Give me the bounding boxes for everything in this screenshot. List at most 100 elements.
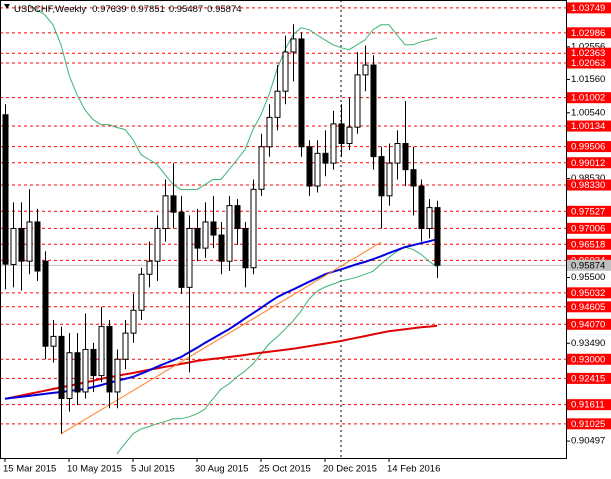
level-label: 0.91025 [567,418,611,430]
menu-icon [4,4,10,9]
candle-body [306,146,313,187]
candle-body [338,123,345,145]
candle-body [114,358,121,393]
level-label-box [567,399,611,411]
level-label-text: 0.99012 [571,158,605,169]
title-symbol: USDCHF,Weekly [14,4,86,15]
candle-body [386,162,393,197]
candle-body [362,64,369,76]
candle-body [2,114,9,265]
candle-body [370,64,377,158]
candle-body [138,273,145,311]
candle-body [322,152,329,164]
candle-body [58,335,65,400]
candle-body [354,74,361,128]
level-label: 0.93000 [567,353,611,365]
y-tick-label: 1.00540 [571,107,605,118]
level-label-box [567,57,611,69]
candle-body [90,348,97,377]
trendline [60,241,382,435]
level-label: 0.96518 [567,238,611,250]
candle-body [282,51,289,92]
level-label-text: 1.03749 [571,3,605,14]
candle-body [66,352,73,400]
candle-body [242,228,249,269]
candle-body [426,207,433,230]
chart-title: USDCHF,Weekly 0.97639 0.97851 0.95487 0.9587… [14,4,242,15]
x-tick-label: 25 Oct 2015 [259,464,311,475]
candle-body [130,309,137,334]
level-label-text: 1.00134 [571,121,605,132]
candle-body [146,260,153,275]
level-label: 1.02063 [567,57,611,69]
candle-body [410,169,417,187]
level-label-box [567,179,611,191]
level-label: 1.02986 [567,27,611,39]
price-axis: 1.02556 1.01560 1.00540 0.98530 0.95500 0.934… [566,2,611,447]
x-tick-label: 20 Dec 2015 [323,464,377,475]
candle-body [202,221,209,249]
candle-body [42,260,49,347]
title-ohlc: 0.95874 [207,4,241,15]
level-label-text: 0.98330 [571,180,605,191]
level-label-box [567,287,611,299]
indicator-line [116,246,438,455]
x-tick-label: 14 Feb 2016 [387,464,440,475]
candle-body [162,195,169,230]
level-label-text: 0.97006 [571,223,605,234]
y-tick-label: 1.02556 [571,41,605,52]
level-label-box [567,92,611,104]
x-tick-label: 30 Aug 2015 [195,464,248,475]
candle-body [98,326,105,377]
title-ohlc: 0.95487 [169,4,203,15]
y-tick-label: 0.90497 [571,436,605,447]
current-price-box [567,259,611,271]
level-label-box [567,372,611,384]
x-tick-label: 15 Mar 2015 [3,464,56,475]
candle-body [250,188,257,269]
candle-body [298,38,305,148]
level-label-text: 0.95032 [571,288,605,299]
candle-body [74,352,81,393]
candle-body [226,205,233,262]
level-label-box [567,418,611,430]
candle-body [330,123,337,164]
level-label: 0.99012 [567,157,611,169]
current-price-label: 0.95874 [571,260,605,271]
level-label-text: 0.91025 [571,419,605,430]
level-label-text: 0.94605 [571,302,605,313]
y-tick-label: 0.95500 [571,272,605,283]
candle-body [10,228,17,265]
candle-body [210,221,217,236]
candle-body [178,211,185,288]
x-tick-label: 5 Jul 2015 [131,464,175,475]
level-label-box [567,318,611,330]
level-label-box [567,353,611,365]
level-label: 1.01002 [567,92,611,104]
level-label-text: 0.94070 [571,319,605,330]
y-tick-label: 0.93490 [571,338,605,349]
level-label-text: 0.92415 [571,373,605,384]
candle-body [82,348,89,393]
candle-body [418,185,425,230]
level-label: 0.98330 [567,179,611,191]
level-label-text: 1.02986 [571,28,605,39]
level-label-text: 1.01002 [571,93,605,104]
candle-body [106,326,113,393]
level-label-text: 0.93000 [571,354,605,365]
plot-frame [0,0,567,459]
level-label-box [567,205,611,217]
level-label: 0.94605 [567,301,611,313]
level-label-text: 1.02063 [571,58,605,69]
level-label-box [567,141,611,153]
level-label: 0.99506 [567,141,611,153]
candle-body [170,195,177,213]
level-label-box [567,47,611,59]
candle-body [274,90,281,118]
candle-body [218,234,225,262]
level-label-box [567,2,611,14]
level-label: 0.94070 [567,318,611,330]
indicator-line [28,4,438,191]
